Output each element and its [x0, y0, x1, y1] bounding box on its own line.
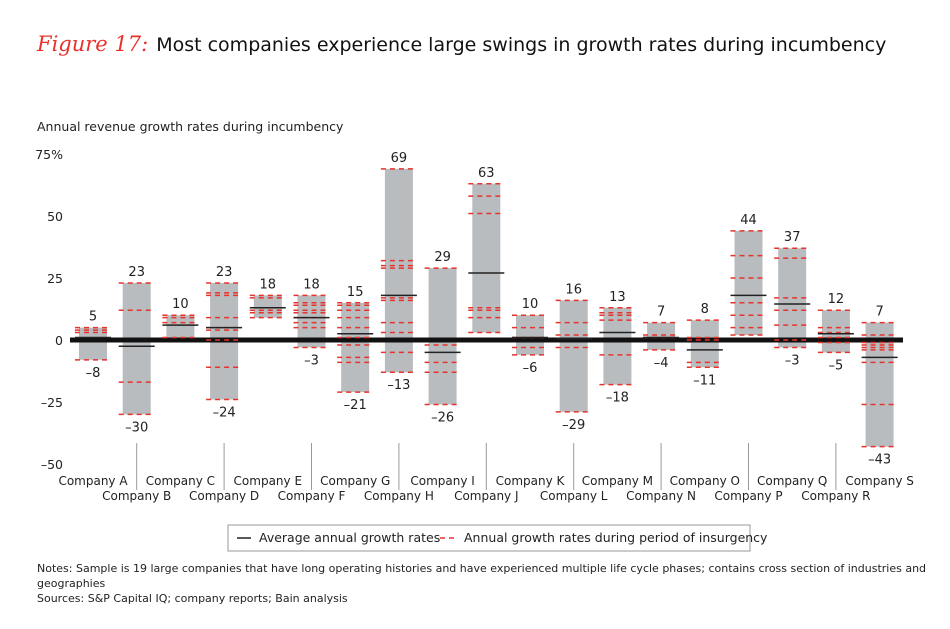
max-data-label: 18 — [303, 277, 320, 292]
range-bar — [253, 295, 282, 318]
min-data-label: –3 — [785, 353, 800, 368]
category-label: Company F — [278, 489, 346, 503]
min-data-label: –3 — [304, 353, 319, 368]
max-data-label: 7 — [875, 305, 883, 320]
category-label: Company P — [714, 489, 782, 503]
chart-title: Figure 17: Most companies experience larg… — [37, 32, 886, 56]
legend-average-label: Average annual growth rates — [259, 530, 440, 545]
min-data-label: –43 — [868, 453, 891, 468]
min-data-label: –24 — [213, 406, 236, 421]
legend-box — [227, 524, 751, 552]
range-bar — [428, 268, 457, 405]
category-label: Company N — [626, 489, 696, 503]
legend-insurgency-label: Annual growth rates during period of ins… — [464, 530, 768, 545]
category-label: Company R — [801, 489, 870, 503]
min-data-label: –26 — [431, 410, 454, 425]
y-tick-label: 0 — [55, 333, 63, 348]
min-data-label: –5 — [829, 358, 844, 373]
range-bar — [559, 300, 588, 412]
category-label: Company L — [540, 489, 608, 503]
category-label: Company H — [364, 489, 434, 503]
category-label: Company A — [58, 474, 128, 488]
max-data-label: 15 — [347, 285, 364, 300]
max-data-label: 16 — [565, 282, 582, 297]
max-data-label: 12 — [828, 292, 845, 307]
min-data-label: –8 — [86, 366, 101, 381]
range-bar — [734, 230, 763, 336]
category-label: Company Q — [757, 474, 827, 488]
figure-number: Figure 17: — [37, 32, 149, 56]
category-label: Company G — [320, 474, 390, 488]
y-tick-label: 50 — [47, 209, 63, 224]
category-label: Company S — [845, 474, 914, 488]
max-data-label: 5 — [89, 310, 97, 325]
category-label: Company J — [454, 489, 518, 503]
range-bar — [516, 315, 544, 355]
range-bar — [647, 322, 676, 350]
max-data-label: 63 — [478, 166, 495, 181]
range-bar — [690, 320, 719, 368]
title-text: Most companies experience large swings i… — [156, 34, 887, 56]
min-data-label: –18 — [606, 391, 629, 406]
max-data-label: 8 — [701, 302, 709, 317]
min-data-label: –13 — [387, 378, 410, 393]
max-data-label: 29 — [434, 250, 451, 265]
max-data-label: 10 — [522, 297, 539, 312]
range-bar — [122, 282, 151, 415]
y-tick-label: –50 — [41, 457, 63, 472]
category-label: Company C — [146, 474, 215, 488]
min-data-label: –30 — [125, 420, 148, 435]
min-data-label: –4 — [654, 356, 669, 371]
max-data-label: 7 — [657, 305, 665, 320]
min-data-label: –29 — [562, 418, 585, 433]
category-label: Company E — [234, 474, 302, 488]
y-tick-label: 25 — [47, 271, 63, 286]
max-data-label: 18 — [260, 277, 277, 292]
category-label: Company M — [582, 474, 653, 488]
category-label: Company D — [189, 489, 259, 503]
min-data-label: –21 — [344, 398, 367, 413]
range-bar — [821, 310, 850, 353]
y-axis-label: Annual revenue growth rates during incum… — [37, 119, 344, 134]
y-tick-label: 75% — [35, 147, 63, 162]
notes-text: Notes: Sample is 19 large companies that… — [37, 562, 927, 590]
max-data-label: 10 — [172, 297, 189, 312]
range-bar — [341, 302, 370, 393]
max-data-label: 23 — [216, 265, 233, 280]
range-bar — [603, 307, 632, 385]
range-bar — [166, 315, 195, 338]
max-data-label: 37 — [784, 230, 801, 245]
notes: Notes: Sample is 19 large companies that… — [37, 561, 950, 606]
max-data-label: 44 — [740, 213, 757, 228]
min-data-label: –6 — [523, 361, 538, 376]
max-data-label: 69 — [391, 151, 408, 166]
category-label: Company O — [670, 474, 740, 488]
y-tick-label: –25 — [41, 395, 63, 410]
category-label: Company K — [496, 474, 566, 488]
category-label: Company I — [410, 474, 474, 488]
sources-text: Sources: S&P Capital IQ; company reports… — [37, 592, 348, 605]
max-data-label: 13 — [609, 290, 626, 305]
max-data-label: 23 — [128, 265, 145, 280]
min-data-label: –11 — [693, 373, 716, 388]
category-label: Company B — [102, 489, 171, 503]
range-bar — [865, 322, 894, 447]
